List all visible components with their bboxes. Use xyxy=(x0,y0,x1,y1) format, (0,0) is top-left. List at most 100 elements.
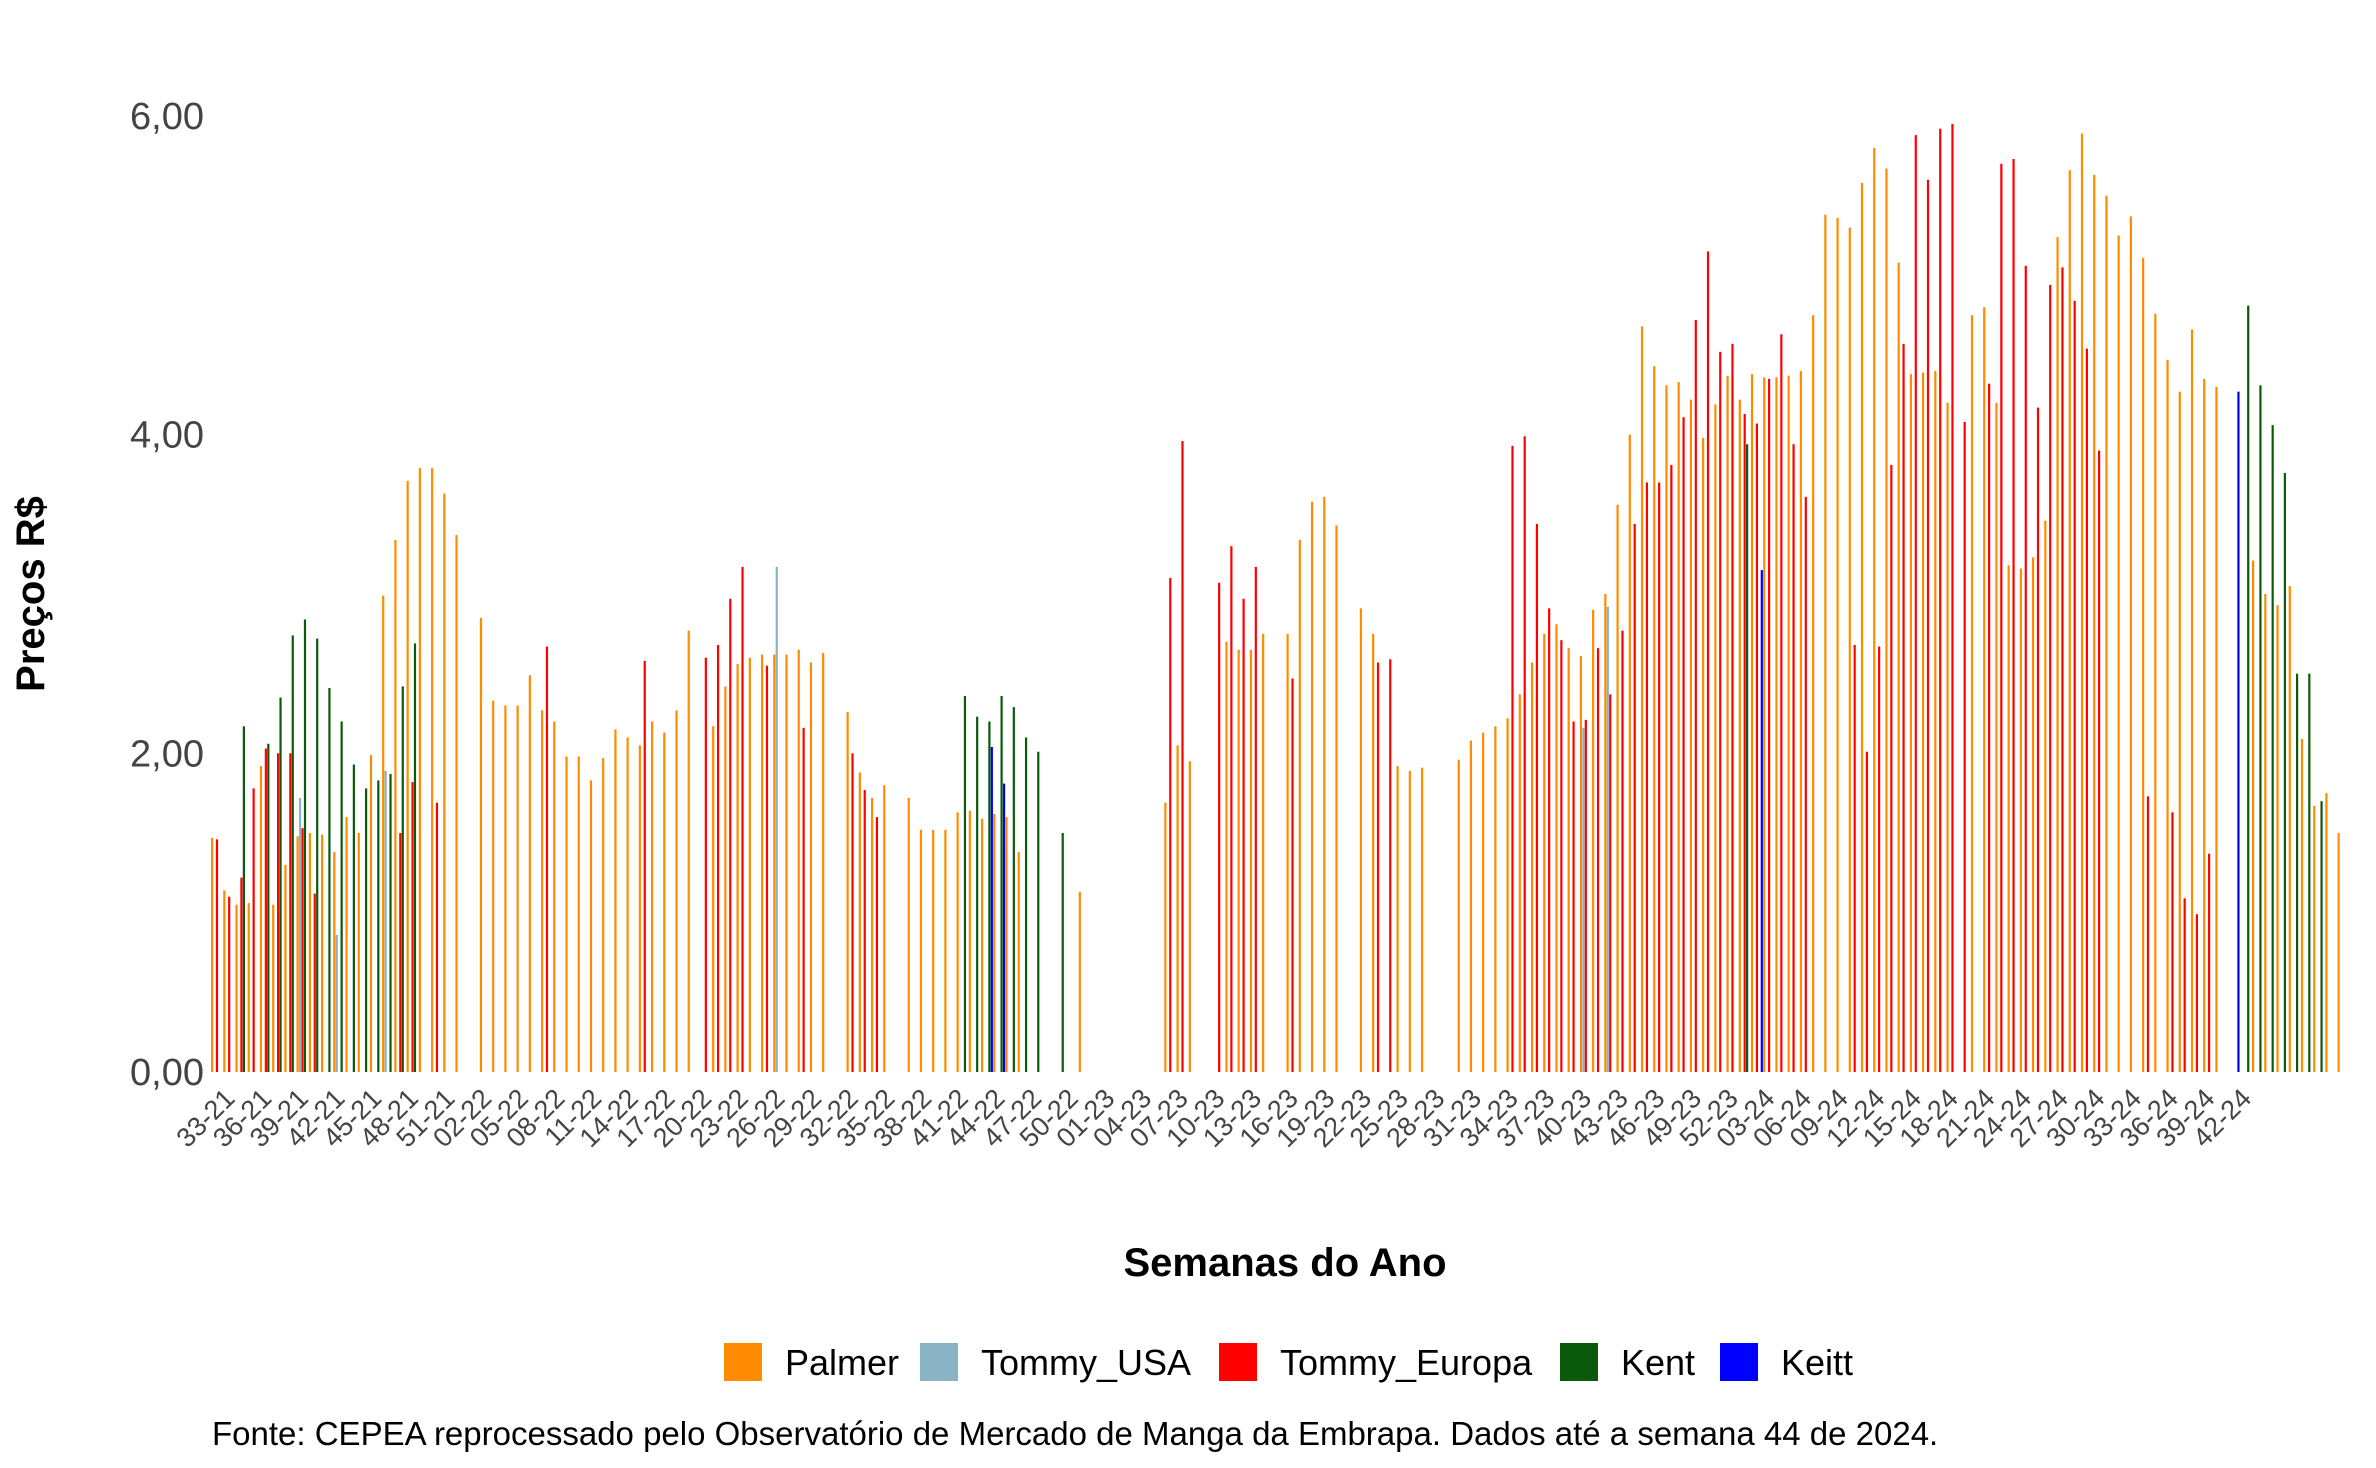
bar-tommy-europa xyxy=(289,753,292,1072)
bar-kent xyxy=(976,716,979,1072)
bar-tommy-europa xyxy=(741,566,744,1072)
bar-palmer xyxy=(1372,633,1375,1072)
bar-tommy-europa xyxy=(1181,441,1184,1072)
bar-palmer xyxy=(1335,525,1338,1072)
bar-tommy-europa xyxy=(215,839,219,1072)
bar-palmer xyxy=(1653,366,1656,1072)
bar-palmer xyxy=(296,836,299,1072)
bar-tommy-europa xyxy=(1963,421,1966,1072)
bar-tommy-europa xyxy=(1609,694,1612,1072)
bar-palmer xyxy=(1408,770,1411,1072)
bar-tommy-europa xyxy=(2195,914,2198,1072)
bar-palmer xyxy=(2019,568,2022,1072)
bar-palmer xyxy=(650,721,654,1072)
bar-palmer xyxy=(565,756,568,1072)
bar-tommy-europa xyxy=(704,657,707,1072)
bar-palmer xyxy=(1775,377,1778,1072)
bar-palmer xyxy=(1677,382,1680,1073)
bar-palmer xyxy=(1897,262,1900,1073)
bar-palmer xyxy=(1494,726,1497,1072)
bar-tommy-europa xyxy=(2000,163,2003,1073)
bar-kent xyxy=(413,643,417,1072)
legend-label: Palmer xyxy=(785,1342,899,1383)
bar-tommy-europa xyxy=(1926,179,1930,1073)
bar-palmer xyxy=(2117,235,2120,1072)
bar-palmer xyxy=(1922,372,1925,1072)
bar-palmer xyxy=(1702,437,1705,1073)
bar-palmer xyxy=(1359,608,1363,1072)
bar-palmer xyxy=(2056,237,2059,1073)
bar-tommy-europa xyxy=(1804,496,1807,1072)
bar-tommy-europa xyxy=(1755,423,1759,1072)
bar-palmer xyxy=(308,833,311,1072)
bar-palmer xyxy=(2264,594,2267,1072)
bar-tommy-europa xyxy=(2146,796,2150,1072)
bar-palmer xyxy=(455,535,458,1072)
bar-palmer xyxy=(1482,732,1485,1072)
x-axis-ticks: 33-2136-2139-2142-2145-2148-2151-2102-22… xyxy=(170,1083,2257,1153)
bar-tommy-europa xyxy=(1853,644,1856,1072)
bar-tommy-europa xyxy=(1706,251,1710,1072)
bar-tommy-europa xyxy=(1218,582,1221,1072)
bar-kent xyxy=(279,697,282,1072)
bar-palmer xyxy=(1799,370,1803,1072)
bar-tommy-europa xyxy=(1633,523,1636,1072)
bar-palmer xyxy=(211,837,214,1072)
legend: Palmer Tommy_USA Tommy_Europa Kent Keitt xyxy=(724,1342,1853,1383)
bar-kent xyxy=(1746,444,1749,1073)
bar-tommy-europa xyxy=(2061,267,2064,1072)
bar-kent xyxy=(1000,695,1003,1072)
bar-kent xyxy=(291,635,294,1072)
bar-kent xyxy=(2271,425,2274,1072)
bar-palmer xyxy=(528,675,531,1072)
bar-palmer xyxy=(259,766,263,1072)
bar-kent xyxy=(316,638,319,1072)
bar-palmer xyxy=(638,745,641,1072)
bar-palmer xyxy=(504,705,507,1072)
bar-palmer xyxy=(907,797,910,1072)
bar-kent xyxy=(352,764,355,1072)
bar-tommy-europa xyxy=(716,644,720,1072)
bar-palmer xyxy=(1543,633,1546,1072)
bar-tommy-europa xyxy=(1658,482,1661,1073)
bar-palmer xyxy=(785,654,788,1072)
bar-kent xyxy=(1024,737,1028,1072)
bar-tommy-europa xyxy=(1670,464,1673,1072)
bar-tommy-usa xyxy=(1606,606,1609,1072)
bar-tommy-europa xyxy=(1645,482,1649,1073)
bar-palmer xyxy=(1995,402,1998,1072)
bar-palmer xyxy=(2178,391,2181,1072)
bar-palmer xyxy=(2129,216,2132,1072)
legend-swatch xyxy=(1720,1343,1758,1381)
bar-palmer xyxy=(773,654,776,1072)
bar-tommy-usa xyxy=(775,566,778,1072)
bar-tommy-europa xyxy=(1694,319,1697,1072)
bar-tommy-europa xyxy=(1621,630,1624,1072)
bar-kent xyxy=(963,695,967,1072)
bar-tommy-europa xyxy=(863,789,866,1072)
bar-palmer xyxy=(2276,605,2279,1072)
bar-palmer xyxy=(1628,434,1631,1072)
bar-palmer xyxy=(1714,404,1717,1072)
bar-palmer xyxy=(2252,560,2255,1072)
bar-palmer xyxy=(870,797,874,1072)
bar-kent xyxy=(401,686,404,1072)
bar-tommy-europa xyxy=(1511,445,1514,1072)
bar-keitt xyxy=(1002,783,1006,1072)
bar-kent xyxy=(377,780,380,1072)
y-tick-label: 0,00 xyxy=(130,1052,204,1094)
bar-palmer xyxy=(968,810,971,1072)
bar-palmer xyxy=(1005,817,1008,1072)
bar-palmer xyxy=(1323,496,1326,1072)
bar-tommy-europa xyxy=(1902,343,1905,1073)
bar-palmer xyxy=(1885,168,1888,1072)
bar-palmer xyxy=(430,468,434,1072)
bar-tommy-europa xyxy=(2171,812,2174,1072)
bar-tommy-europa xyxy=(851,753,854,1072)
bar-palmer xyxy=(1567,648,1570,1072)
bar-palmer xyxy=(1469,740,1473,1072)
bar-tommy-europa xyxy=(1291,678,1294,1072)
bar-tommy-europa xyxy=(802,727,805,1072)
bar-palmer xyxy=(333,852,336,1072)
bar-tommy-europa xyxy=(264,748,267,1072)
